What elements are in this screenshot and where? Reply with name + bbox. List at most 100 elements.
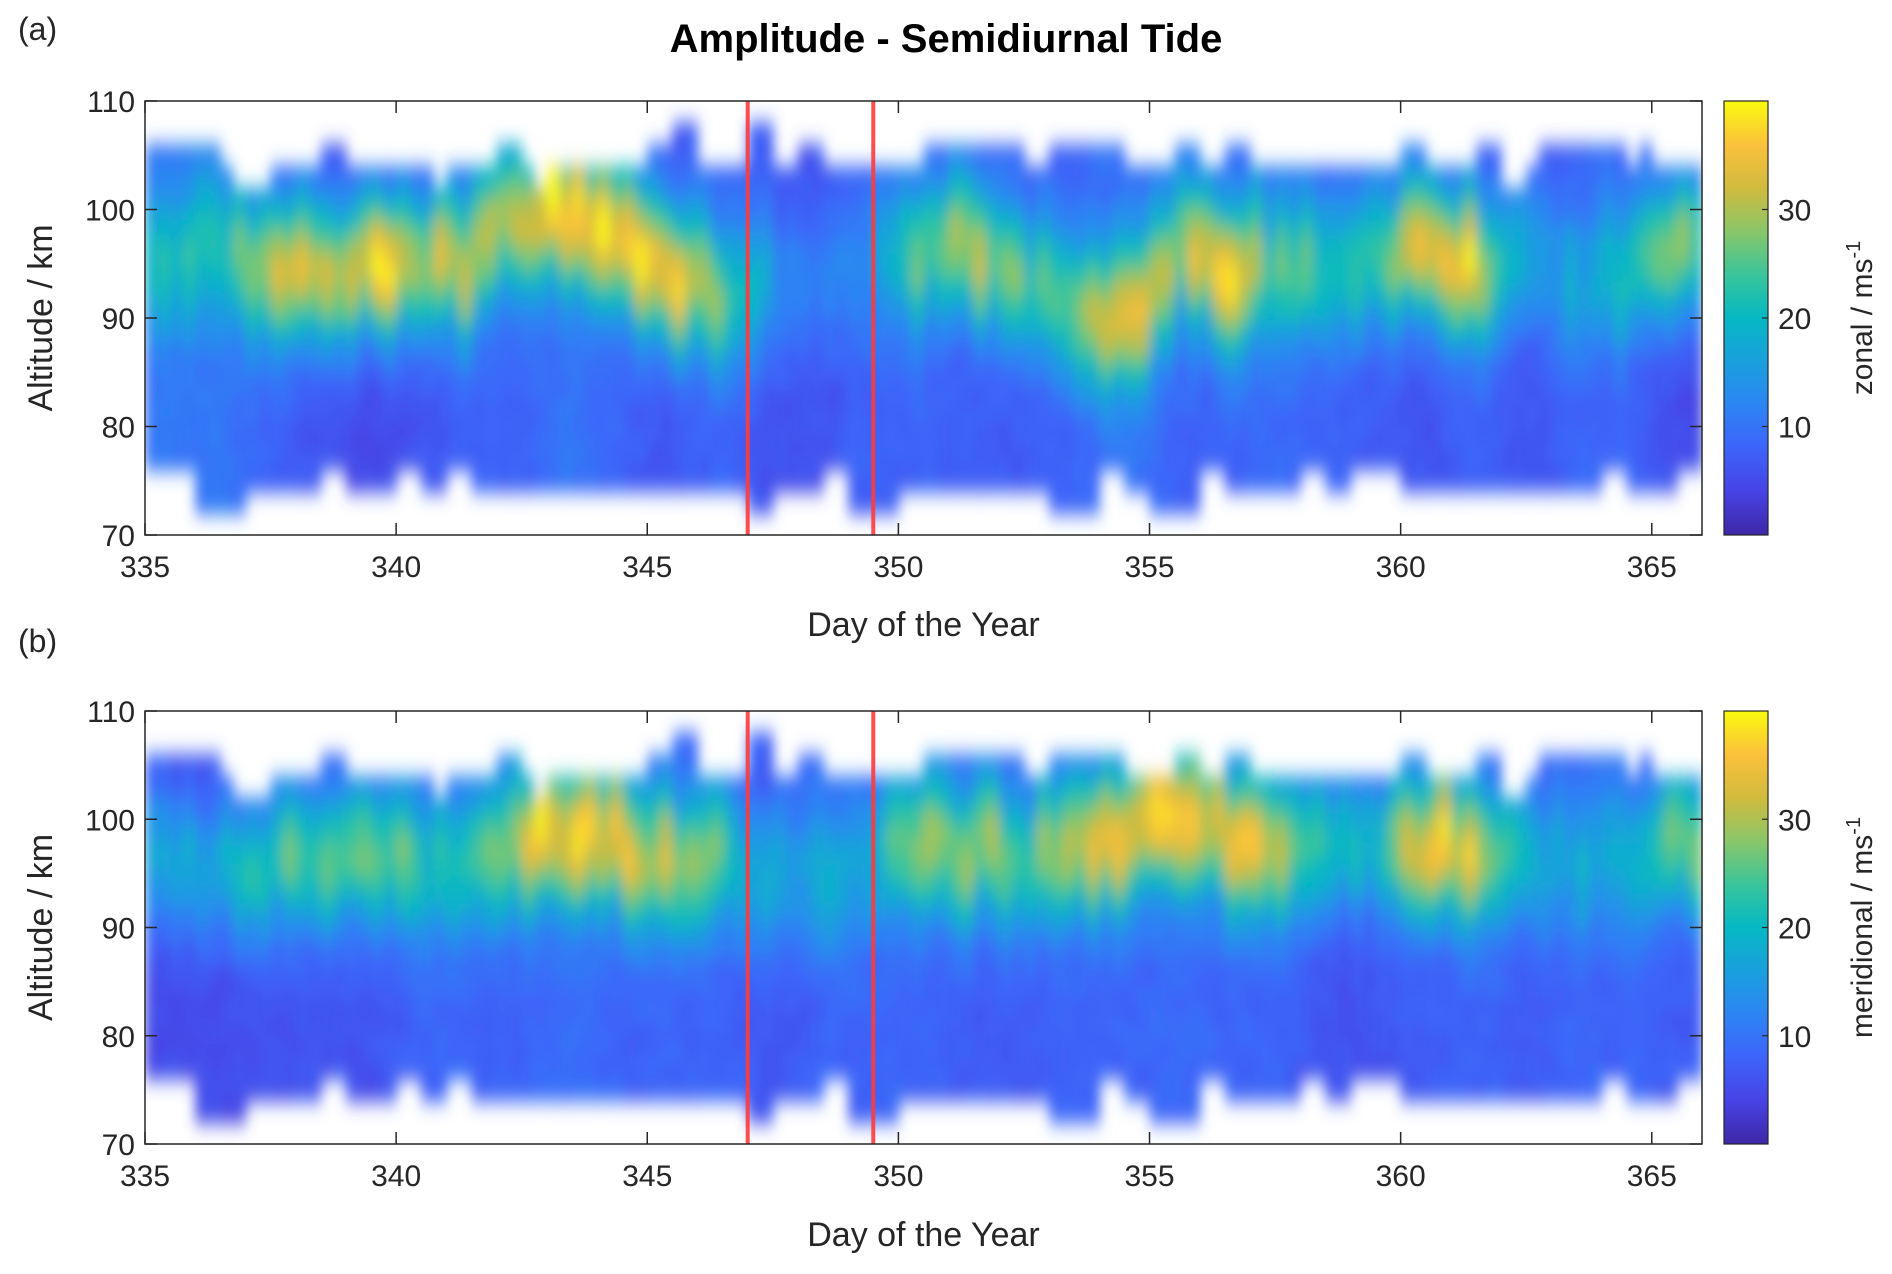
heatmap-cell [797,361,812,374]
heatmap-cell [1312,415,1327,428]
heatmap-cell [270,884,284,896]
heatmap-cell [986,437,1000,449]
heatmap-cell [797,339,812,352]
heatmap-cell [986,393,1000,406]
heatmap-cell [1614,198,1628,211]
heatmap-cell [195,1111,209,1124]
heatmap-cell [1463,231,1477,243]
heatmap-cell [584,981,598,994]
heatmap-cell [1049,459,1063,471]
heatmap-cell [898,469,912,482]
heatmap-cell [1036,318,1050,330]
heatmap-cell [597,1079,611,1091]
heatmap-cell [383,1014,397,1026]
heatmap-cell [973,155,988,167]
heatmap-cell [923,361,937,374]
heatmap-cell [320,350,335,363]
heatmap-cell [584,198,598,211]
heatmap-cell [998,177,1013,189]
heatmap-cell [245,437,259,449]
heatmap-cell [232,1024,247,1037]
heatmap-cell [672,328,686,341]
heatmap-cell [1262,231,1276,243]
heatmap-cell [170,862,184,875]
heatmap-cell [584,372,598,384]
heatmap-cell [747,469,762,482]
heatmap-cell [308,252,322,265]
heatmap-cell [760,155,774,167]
heatmap-cell [722,166,736,178]
heatmap-cell [835,318,849,330]
heatmap-cell [546,415,561,428]
heatmap-cell [1224,242,1239,254]
heatmap-cell [1413,372,1427,384]
heatmap-cell [484,927,498,940]
heatmap-cell [421,242,435,254]
heatmap-cell [1224,209,1239,222]
heatmap-cell [1614,274,1628,287]
heatmap-cell [584,1068,598,1080]
heatmap-cell [345,198,360,211]
heatmap-cell [446,296,460,308]
heatmap-cell [1689,198,1702,211]
heatmap-cell [1363,296,1377,308]
heatmap-cell [1049,480,1063,493]
heatmap-cell [295,1024,310,1037]
heatmap-cell [308,339,322,352]
heatmap-cell [396,459,410,471]
heatmap-cell [170,459,184,471]
heatmap-cell [509,480,523,493]
heatmap-cell [157,350,171,363]
heatmap-cell [1363,437,1377,449]
heatmap-cell [697,318,711,330]
heatmap-cell [320,916,335,929]
heatmap-cell [207,927,222,940]
heatmap-cell [1024,404,1038,417]
heatmap-cell [1162,328,1176,341]
heatmap-cell [1626,198,1641,211]
heatmap-cell [471,393,485,406]
heatmap-cell [1363,339,1377,352]
heatmap-cell [760,285,774,298]
heatmap-cell [145,437,159,449]
heatmap-cell [1149,296,1163,308]
heatmap-cell [1174,459,1188,471]
heatmap-cell [383,970,397,983]
heatmap-cell [1563,339,1578,352]
heatmap-cell [910,339,925,352]
heatmap-cell [383,830,397,842]
heatmap-cell [484,437,498,449]
heatmap-cell [584,404,598,417]
heatmap-cell [609,776,623,788]
heatmap-cell [383,884,397,896]
heatmap-cell [1212,328,1226,341]
heatmap-cell [998,209,1013,222]
heatmap-cell [371,819,385,831]
heatmap-cell [684,350,699,363]
heatmap-cell [1350,339,1364,352]
heatmap-cell [433,916,448,929]
heatmap-cell [1388,187,1402,200]
heatmap-cell [433,884,448,896]
heatmap-cell [622,448,636,460]
heatmap-cell [672,404,686,417]
heatmap-cell [1639,155,1653,167]
heatmap-cell [408,1057,423,1069]
heatmap-cell [622,318,636,330]
heatmap-cell [597,263,611,276]
heatmap-cell [408,426,423,439]
heatmap-cell [182,927,197,940]
heatmap-cell [157,786,171,799]
heatmap-cell [408,361,423,374]
heatmap-cell [320,361,335,374]
heatmap-cell [471,1024,485,1037]
heatmap-cell [471,895,485,907]
heatmap-cell [207,960,222,972]
heatmap-cell [371,339,385,352]
heatmap-cell [571,459,586,471]
heatmap-cell [1551,339,1565,352]
heatmap-cell [1614,350,1628,363]
heatmap-cell [258,285,272,298]
heatmap-cell [1099,198,1113,211]
heatmap-cell [458,242,473,254]
